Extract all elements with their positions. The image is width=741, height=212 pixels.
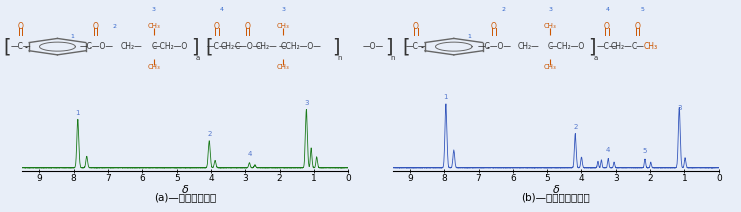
Text: —C—: —C— <box>406 42 426 51</box>
Text: —C—O—: —C—O— <box>478 42 511 51</box>
Text: ]: ] <box>588 37 596 56</box>
Text: —C—O—: —C—O— <box>79 42 113 51</box>
Text: CH₃: CH₃ <box>544 64 556 70</box>
Text: 4: 4 <box>606 146 611 153</box>
Text: O: O <box>93 22 99 31</box>
Text: —O—: —O— <box>363 42 385 51</box>
Text: 1: 1 <box>444 94 448 100</box>
Text: 4: 4 <box>247 151 252 157</box>
Text: —C—: —C— <box>10 42 30 51</box>
Text: 3: 3 <box>548 7 552 12</box>
Text: 3: 3 <box>282 7 285 12</box>
Text: CH₃: CH₃ <box>277 23 290 29</box>
Text: C—O—: C—O— <box>235 42 262 51</box>
Text: [: [ <box>206 37 213 56</box>
Text: CH₂—: CH₂— <box>221 42 242 51</box>
Text: CH₂—: CH₂— <box>611 42 633 51</box>
Text: C: C <box>151 42 156 51</box>
Text: a: a <box>196 55 200 61</box>
Text: O: O <box>634 22 640 31</box>
Text: 1: 1 <box>76 110 80 116</box>
Text: 3: 3 <box>152 7 156 12</box>
Text: 1: 1 <box>70 34 74 39</box>
Text: 5: 5 <box>642 148 647 154</box>
Text: C: C <box>281 42 286 51</box>
Text: O: O <box>18 22 23 31</box>
Text: (a)—丙二酸酯树脂: (a)—丙二酸酯树脂 <box>154 192 216 202</box>
Text: 5: 5 <box>641 7 645 12</box>
Text: —CH₂—O: —CH₂—O <box>550 42 585 51</box>
Text: CH₃: CH₃ <box>643 42 657 51</box>
Text: O: O <box>214 22 219 31</box>
Text: CH₂—: CH₂— <box>121 42 142 51</box>
Text: CH₂—: CH₂— <box>256 42 278 51</box>
Text: 2: 2 <box>502 7 505 12</box>
Text: O: O <box>491 22 496 31</box>
Text: ]: ] <box>191 37 199 56</box>
Text: 2: 2 <box>113 24 117 29</box>
Text: CH₃: CH₃ <box>544 23 556 29</box>
Text: CH₂—: CH₂— <box>518 42 539 51</box>
Text: CH₃: CH₃ <box>147 64 160 70</box>
Text: —C—: —C— <box>207 42 227 51</box>
Text: 1: 1 <box>467 34 471 39</box>
Text: CH₃: CH₃ <box>147 23 160 29</box>
Text: n: n <box>338 55 342 61</box>
Text: 4: 4 <box>219 7 224 12</box>
Text: O: O <box>413 22 419 31</box>
Text: ]: ] <box>385 37 393 56</box>
Text: ]: ] <box>332 37 340 56</box>
Text: —C—: —C— <box>597 42 617 51</box>
Text: a: a <box>594 55 598 61</box>
X-axis label: $\delta$: $\delta$ <box>181 183 190 195</box>
Text: C—: C— <box>632 42 645 51</box>
Text: (b)—乙酰乙酸酯树脂: (b)—乙酰乙酸酯树脂 <box>522 192 590 202</box>
Text: 3: 3 <box>304 100 309 106</box>
Text: O: O <box>604 22 610 31</box>
Text: 2: 2 <box>207 131 211 137</box>
Text: —CH₂—O—: —CH₂—O— <box>279 42 322 51</box>
Text: CH₃: CH₃ <box>277 64 290 70</box>
Text: O: O <box>245 22 250 31</box>
Text: 4: 4 <box>606 7 610 12</box>
Text: 3: 3 <box>677 105 682 111</box>
Text: [: [ <box>403 37 411 56</box>
Text: n: n <box>391 55 395 61</box>
Text: C: C <box>548 42 553 51</box>
Text: 2: 2 <box>573 124 577 130</box>
Text: [: [ <box>4 37 11 56</box>
X-axis label: $\delta$: $\delta$ <box>551 183 560 195</box>
Text: —CH₂—O: —CH₂—O <box>153 42 188 51</box>
